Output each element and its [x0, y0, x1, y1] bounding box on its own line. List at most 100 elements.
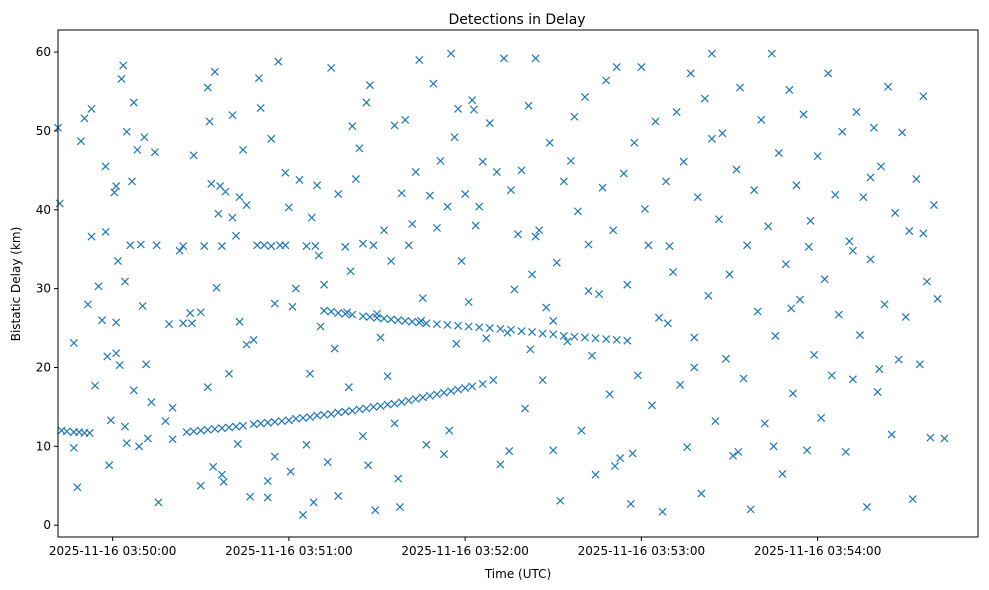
data-point [313, 411, 322, 420]
data-point [425, 391, 434, 400]
data-point [209, 462, 218, 471]
data-point [869, 123, 879, 132]
data-point [781, 260, 790, 269]
data-point [743, 241, 752, 250]
x-tick-label: 2025-11-16 03:54:00 [754, 544, 881, 558]
data-point [866, 173, 875, 182]
data-point [348, 310, 357, 319]
data-point [284, 203, 293, 212]
data-point [891, 208, 900, 217]
data-point [445, 426, 454, 435]
data-point [203, 383, 212, 392]
y-tick-label: 0 [43, 518, 51, 532]
data-point [542, 303, 551, 312]
data-point [113, 257, 122, 266]
y-tick-label: 20 [36, 360, 51, 374]
data-point [103, 352, 112, 361]
data-point [138, 301, 147, 310]
data-point [711, 417, 720, 426]
data-point [549, 446, 558, 455]
data-point [267, 134, 276, 143]
data-point [196, 426, 205, 435]
data-point [263, 418, 272, 427]
data-point [637, 63, 646, 72]
data-point [110, 188, 119, 197]
data-point [314, 251, 323, 260]
data-point [901, 312, 910, 322]
data-point [623, 336, 632, 345]
data-point [528, 270, 537, 279]
data-point [242, 340, 251, 349]
data-point [665, 242, 674, 251]
data-point [73, 483, 82, 492]
data-point [281, 168, 290, 177]
data-point [734, 447, 743, 456]
data-point [179, 242, 188, 251]
x-axis-label: Time (UTC) [484, 567, 551, 581]
data-point [231, 422, 241, 431]
data-point [785, 85, 794, 94]
data-point [221, 187, 230, 196]
data-point [150, 148, 159, 157]
data-point [623, 280, 632, 289]
data-point [767, 49, 776, 58]
data-point [820, 275, 829, 284]
data-point [217, 424, 226, 433]
data-point [464, 298, 473, 307]
data-point [94, 282, 103, 291]
data-point [207, 179, 216, 188]
data-point [626, 499, 635, 508]
data-point [831, 190, 840, 199]
data-point [309, 498, 318, 507]
data-point [933, 294, 942, 303]
data-point [179, 319, 188, 328]
data-point [147, 398, 156, 407]
data-point [461, 383, 470, 392]
data-point [341, 242, 350, 251]
data-point [112, 349, 121, 358]
data-point [343, 308, 352, 317]
data-point [397, 398, 406, 407]
data-point [788, 389, 797, 398]
data-point [517, 327, 526, 336]
data-point [219, 477, 228, 486]
y-tick-label: 30 [36, 282, 51, 296]
data-point [210, 424, 219, 434]
data-point [559, 331, 568, 340]
data-point [880, 300, 889, 309]
data-point [598, 183, 607, 192]
data-point [311, 242, 320, 251]
data-point [417, 316, 426, 325]
data-point [496, 324, 505, 333]
data-point [612, 335, 621, 344]
series-clutter [53, 49, 949, 519]
data-point [302, 242, 311, 251]
data-point [390, 419, 399, 428]
data-point [824, 69, 833, 78]
data-point [439, 388, 449, 397]
data-point [894, 355, 903, 364]
data-point [355, 144, 364, 153]
data-point [628, 449, 637, 458]
data-point [362, 98, 371, 107]
y-axis-label: Bistatic Delay (km) [9, 227, 23, 342]
data-point [432, 223, 441, 232]
data-point [120, 422, 129, 431]
data-point [852, 107, 861, 117]
data-point [461, 189, 470, 199]
data-point [817, 413, 826, 422]
data-point [348, 406, 357, 415]
data-point [810, 350, 819, 359]
data-point [787, 304, 796, 313]
data-point [436, 156, 445, 165]
data-point [774, 148, 783, 158]
data-point [401, 115, 410, 124]
data-point [545, 138, 554, 147]
data-point [365, 312, 374, 322]
data-point [217, 242, 226, 251]
data-point [316, 322, 325, 331]
data-point [647, 401, 656, 410]
data-point [700, 94, 709, 103]
data-point [804, 242, 813, 251]
data-point [235, 193, 244, 202]
